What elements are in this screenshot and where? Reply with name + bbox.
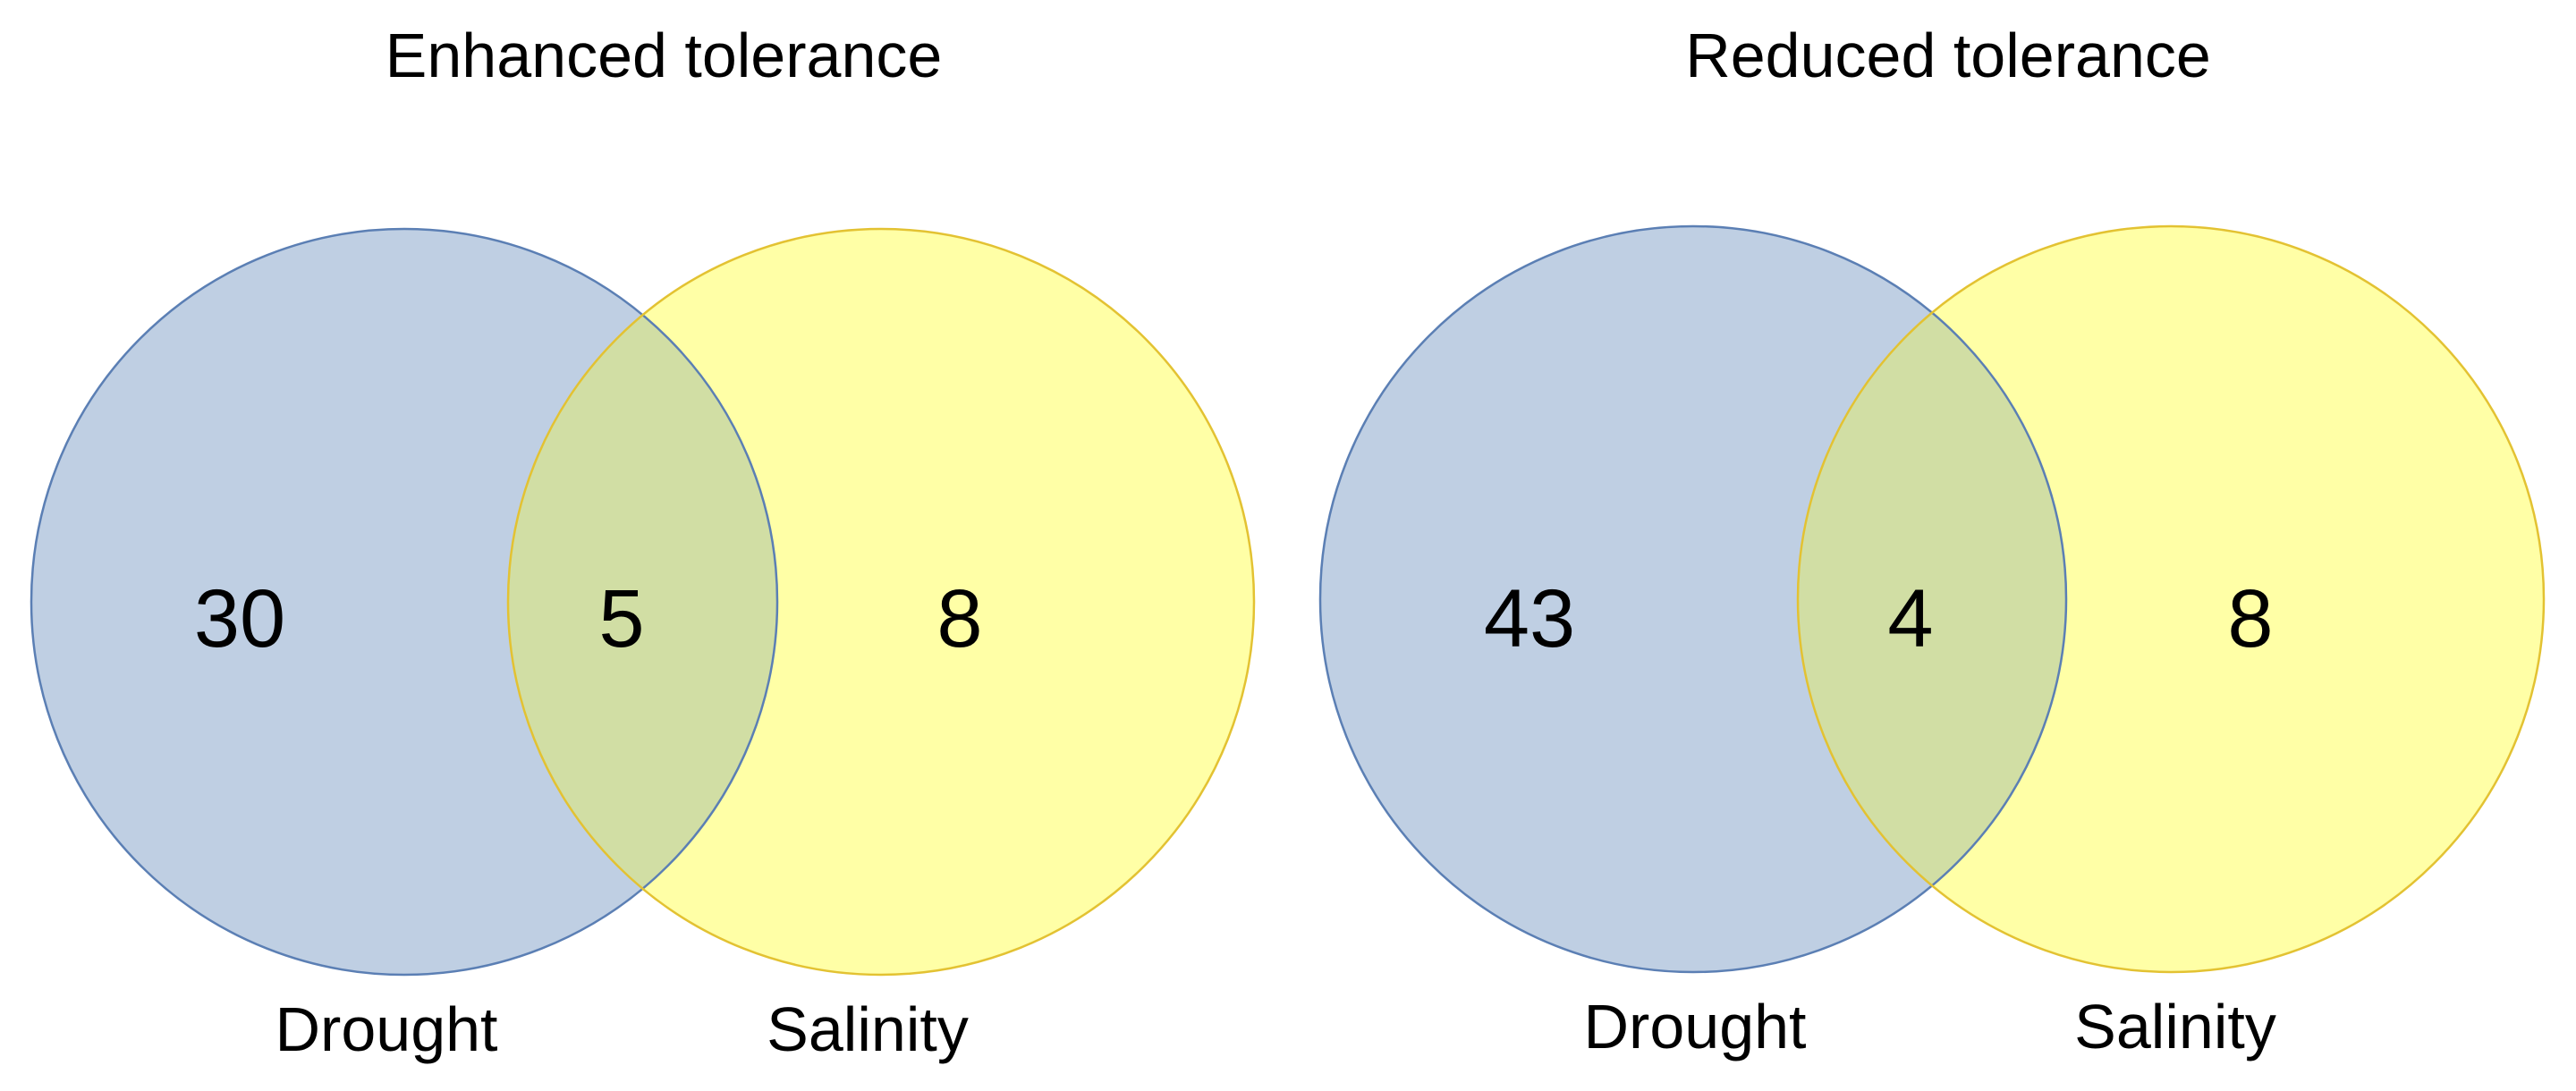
salinity-set-label: Salinity [2074, 992, 2276, 1061]
drought-set-label: Drought [275, 994, 497, 1064]
panel-reduced-tolerance: Reduced tolerance 43 4 8 Drought Salinit… [1318, 21, 2546, 1061]
panel-title: Reduced tolerance [1685, 21, 2211, 90]
drought-only-count: 43 [1484, 573, 1575, 664]
drought-only-count: 30 [194, 573, 285, 664]
overlap-region [508, 229, 777, 975]
drought-set-label: Drought [1583, 992, 1806, 1061]
panel-enhanced-tolerance: Enhanced tolerance 30 5 8 Drought Salini… [30, 21, 1256, 1064]
salinity-set-outline [506, 227, 1256, 977]
salinity-set-outline [1796, 224, 2546, 974]
salinity-only-count: 8 [2227, 573, 2273, 664]
overlap-region [1798, 226, 2066, 972]
intersection-count: 4 [1887, 573, 1933, 664]
salinity-set-label: Salinity [767, 994, 969, 1064]
intersection-count: 5 [598, 573, 644, 664]
panel-title: Enhanced tolerance [386, 21, 943, 90]
drought-set-outline [1318, 224, 2068, 974]
drought-set-outline [30, 227, 779, 977]
salinity-only-count: 8 [936, 573, 982, 664]
